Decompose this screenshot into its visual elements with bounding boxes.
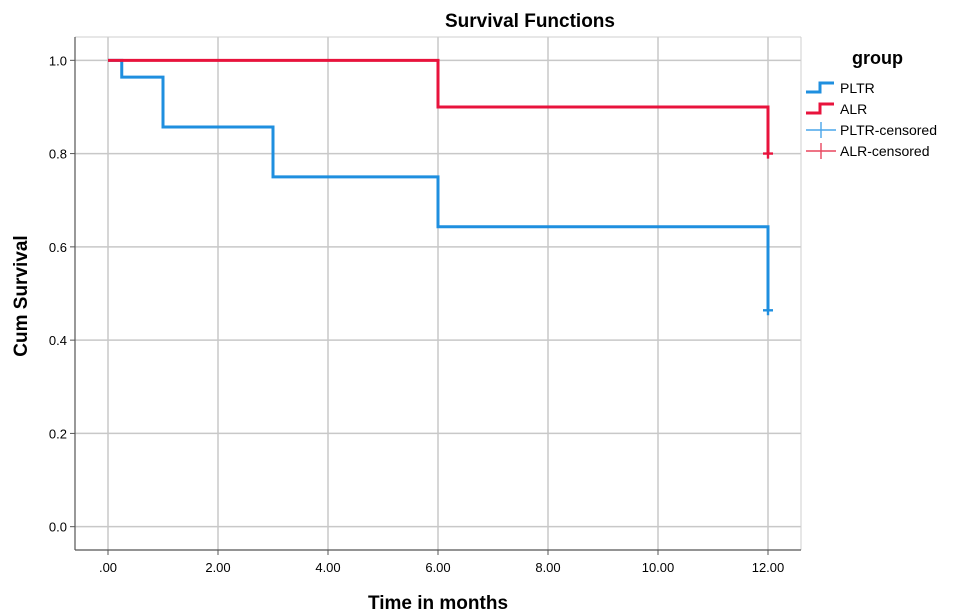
legend-swatch-alr: [806, 102, 834, 115]
axes-layer: [70, 36, 802, 555]
censor-mark-alr: [763, 148, 773, 159]
y-tick-label: 1.0: [49, 53, 67, 68]
x-tick-label: .00: [99, 560, 117, 575]
x-tick-label: 6.00: [425, 560, 450, 575]
x-tick-label: 12.00: [752, 560, 785, 575]
y-tick-label: 0.4: [49, 333, 67, 348]
x-axis-label: Time in months: [368, 593, 508, 614]
chart-title: Survival Functions: [445, 11, 615, 32]
legend-label: PLTR-censored: [840, 122, 937, 138]
grid-layer: [75, 37, 801, 550]
legend-label: PLTR: [840, 80, 875, 96]
legend: group PLTR ALR PLTR-censored ALR-censored: [806, 48, 937, 159]
x-tick-label: 10.00: [642, 560, 675, 575]
series-layer: [108, 58, 773, 316]
legend-label: ALR-censored: [840, 143, 930, 159]
y-tick-label: 0.2: [49, 426, 67, 441]
legend-title: group: [852, 48, 903, 68]
y-axis-label: Cum Survival: [11, 235, 32, 356]
legend-swatch-pltr: [806, 81, 834, 94]
legend-label: ALR: [840, 101, 867, 117]
series-line-alr: [108, 58, 770, 154]
x-tick-label: 2.00: [205, 560, 230, 575]
tick-label-layer: .00 2.00 4.00 6.00 8.00 10.00 12.00 0.0 0.2 0.4 0.…: [49, 53, 784, 575]
censor-mark-pltr: [763, 305, 773, 316]
series-line-pltr: [108, 58, 770, 311]
x-tick-label: 8.00: [535, 560, 560, 575]
y-tick-label: 0.6: [49, 240, 67, 255]
y-tick-label: 0.0: [49, 520, 67, 535]
x-tick-label: 4.00: [315, 560, 340, 575]
y-tick-label: 0.8: [49, 147, 67, 162]
